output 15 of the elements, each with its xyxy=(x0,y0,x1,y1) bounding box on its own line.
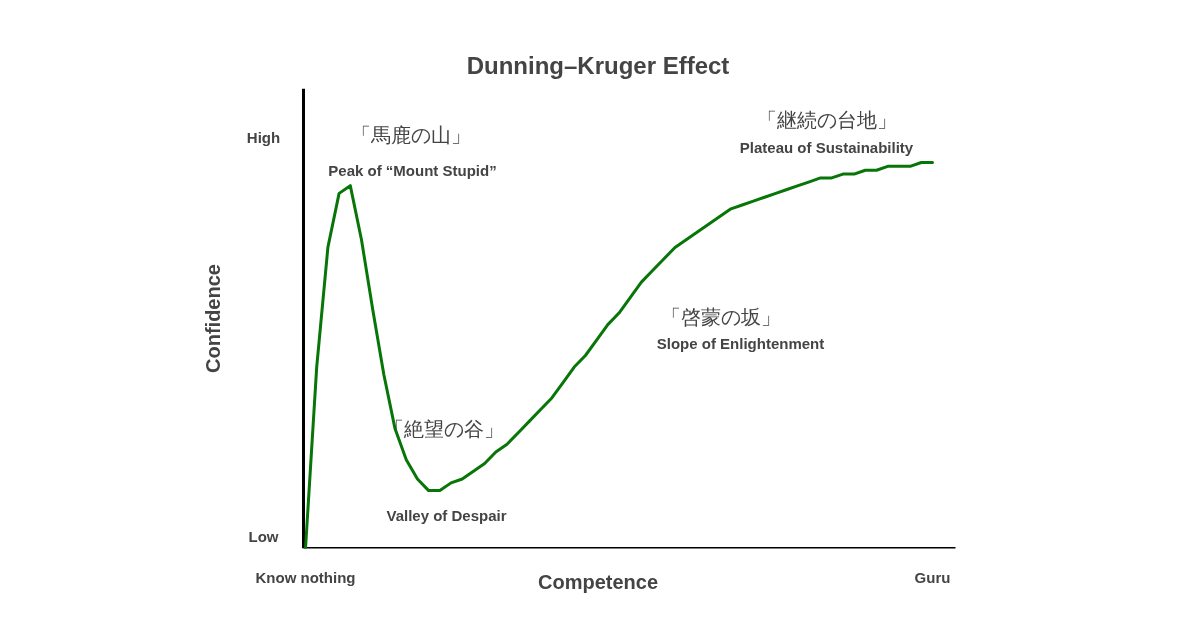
text: 「馬鹿の山」 xyxy=(350,123,471,148)
text: 「継続の台地」 xyxy=(756,108,897,133)
annotation: Peak of “Mount Stupid” xyxy=(328,161,497,179)
annotation: 「啓蒙の坂」 xyxy=(660,304,781,329)
text: High xyxy=(246,128,281,146)
text: Plateau of Sustainability xyxy=(739,138,914,156)
chart-title: Dunning–Kruger Effect xyxy=(466,51,730,79)
annotation: 「絶望の谷」 xyxy=(383,416,504,441)
x-tick-label: Guru xyxy=(914,568,951,586)
x-axis-title: Competence xyxy=(537,570,659,593)
annotation: Valley of Despair xyxy=(386,507,507,525)
annotation: Slope of Enlightenment xyxy=(656,335,825,353)
text: Low xyxy=(248,528,279,546)
x-tick-label: Know nothing xyxy=(255,568,356,586)
y-axis-title: Confidence xyxy=(201,264,224,373)
